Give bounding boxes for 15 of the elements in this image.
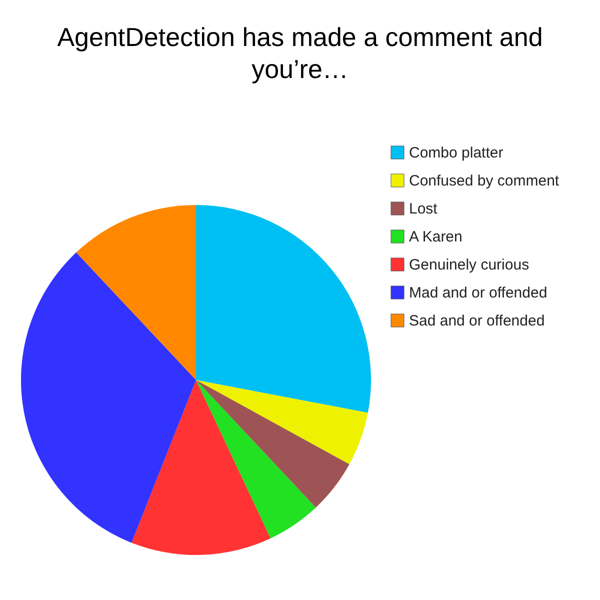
legend-label: Mad and or offended bbox=[409, 284, 548, 302]
chart-title: AgentDetection has made a comment and you’re… bbox=[57, 22, 543, 84]
legend-label: Confused by comment bbox=[409, 172, 560, 190]
pie-slice bbox=[196, 380, 316, 538]
legend-label: Sad and or offended bbox=[409, 312, 545, 330]
legend-label: Lost bbox=[409, 200, 438, 218]
legend-label: Combo platter bbox=[409, 144, 504, 162]
legend-label: Genuinely curious bbox=[409, 256, 530, 274]
legend-label: A Karen bbox=[409, 228, 462, 246]
pie-slice bbox=[196, 380, 350, 508]
pie-slice bbox=[132, 380, 271, 555]
pie-slice bbox=[76, 205, 196, 380]
pie-slice bbox=[196, 205, 371, 413]
pie-slice bbox=[21, 252, 196, 543]
pie-slice bbox=[196, 380, 368, 464]
